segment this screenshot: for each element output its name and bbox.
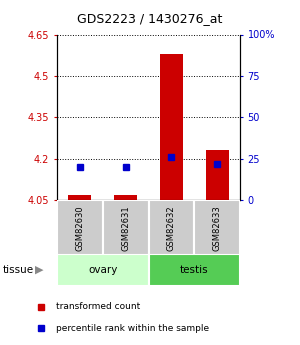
Bar [114,195,137,200]
Text: ovary: ovary [88,265,117,275]
Text: tissue: tissue [3,265,34,275]
Bar [57,200,103,255]
Bar [103,200,148,255]
Text: GSM82630: GSM82630 [75,205,84,250]
Text: GSM82631: GSM82631 [121,205,130,250]
Text: GSM82632: GSM82632 [167,205,176,250]
Bar [148,254,240,286]
Bar [206,150,229,200]
Bar [160,54,183,200]
Bar [148,200,194,255]
Bar [194,200,240,255]
Text: GSM82633: GSM82633 [213,205,222,250]
Text: GDS2223 / 1430276_at: GDS2223 / 1430276_at [77,12,223,25]
Text: transformed count: transformed count [56,302,141,311]
Text: percentile rank within the sample: percentile rank within the sample [56,324,209,333]
Bar [57,254,148,286]
Text: ▶: ▶ [35,265,43,275]
Text: testis: testis [180,265,208,275]
Bar [68,195,91,200]
